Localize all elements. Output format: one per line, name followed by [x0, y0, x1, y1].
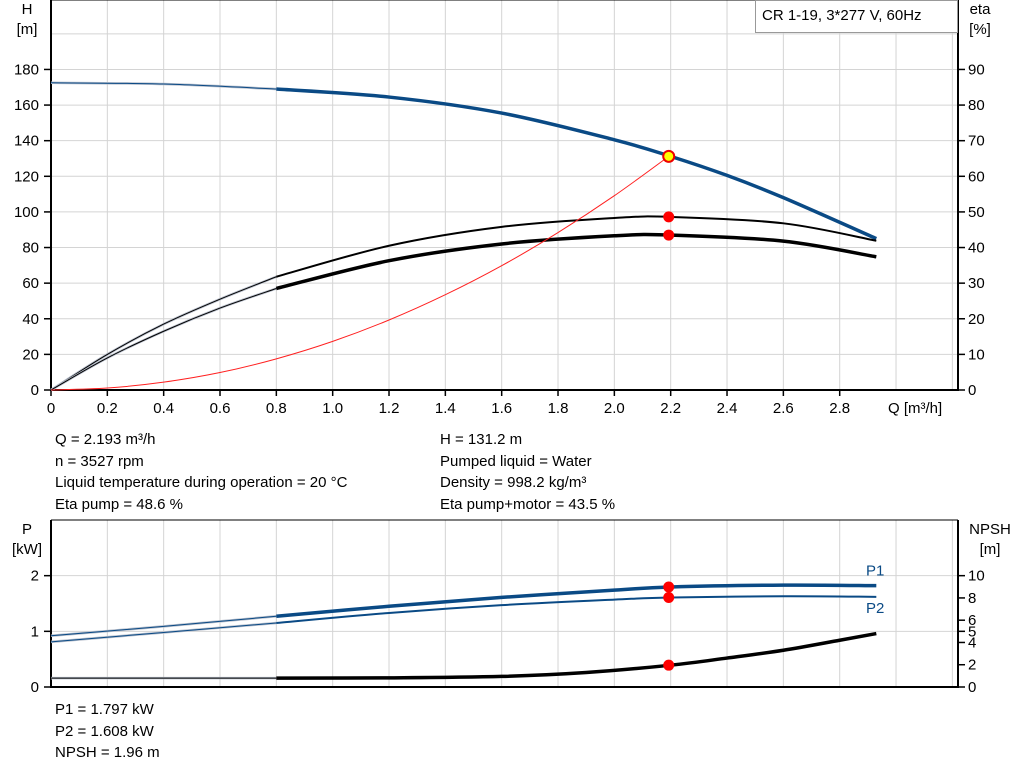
y2-tick-label: 10 — [968, 346, 985, 363]
duty-point-P1 — [663, 581, 675, 593]
series-P1 — [276, 583, 877, 619]
y-axis-label-left: P — [22, 521, 32, 538]
y-axis-label-left: [kW] — [12, 541, 42, 558]
x-tick-label: 2.4 — [717, 400, 738, 417]
x-tick-label: 2.8 — [829, 400, 850, 417]
x-tick-label: 2.6 — [773, 400, 794, 417]
x-tick-label: 0.4 — [153, 400, 174, 417]
info-speed: n = 3527 rpm — [55, 452, 144, 470]
y-axis-label-left: H — [22, 1, 33, 18]
y-axis-label-right: eta — [970, 1, 992, 18]
y2-tick-label: 50 — [968, 204, 985, 221]
info-head: H = 131.2 m — [440, 431, 523, 448]
series-H-extrapolated — [50, 82, 277, 90]
y-tick-label: 40 — [22, 311, 39, 328]
duty-point-NPSH — [663, 659, 675, 671]
y-tick-label: 160 — [14, 97, 39, 114]
y-axis-label-left: [m] — [17, 21, 38, 38]
info-right: H = 131.2 m Pumped liquid = Water Densit… — [440, 429, 615, 515]
y-tick-label: 20 — [22, 346, 39, 363]
series-eta_pump_motor — [275, 232, 877, 291]
y2-tick-label: 30 — [968, 275, 985, 292]
y-tick-label: 0 — [31, 679, 39, 696]
y-tick-label: 180 — [14, 61, 39, 78]
info-liquid: Pumped liquid = Water — [440, 452, 592, 470]
info-eta-pump: Eta pump = 48.6 % — [55, 495, 183, 513]
info-npsh: NPSH = 1.96 m — [55, 744, 160, 761]
series-eta_pump_motor-extrapolated — [50, 288, 277, 391]
info-flow: Q = 2.193 m³/h — [55, 431, 156, 448]
series-P2-extrapolated — [50, 622, 277, 643]
x-tick-label: 1.4 — [435, 400, 456, 417]
x-tick-label: 0 — [47, 400, 55, 417]
y2-tick-label: 6 — [968, 612, 976, 629]
series-label-P1: P1 — [866, 563, 884, 580]
legend-box — [755, 0, 958, 33]
duty-point-H — [662, 149, 676, 163]
info-temperature: Liquid temperature during operation = 20… — [55, 474, 348, 491]
y2-tick-label: 10 — [968, 568, 985, 585]
y-tick-label: 140 — [14, 133, 39, 150]
series-eta_pump — [276, 215, 877, 278]
x-tick-label: 1.6 — [491, 400, 512, 417]
y2-tick-label: 40 — [968, 240, 985, 257]
y2-tick-label: 5 — [968, 623, 976, 640]
x-axis-label: Q [m³/h] — [888, 400, 942, 417]
series-H — [276, 87, 878, 241]
x-tick-label: 1.0 — [322, 400, 343, 417]
power-npsh-chart: 0 1 2 0 2 456 8 10 P [kW] NPSH [m] P1 P2 — [12, 519, 1011, 696]
duty-point-eta_pump — [663, 211, 675, 223]
y-tick-label: 100 — [14, 204, 39, 221]
y-tick-label: 2 — [31, 568, 39, 585]
info-bottom: P1 = 1.797 kW P2 = 1.608 kW NPSH = 1.96 … — [55, 699, 160, 764]
series-P2 — [276, 595, 877, 624]
y-tick-label: 0 — [31, 382, 39, 399]
y2-tick-label: 2 — [968, 657, 976, 674]
x-tick-label: 2.0 — [604, 400, 625, 417]
info-density: Density = 998.2 kg/m³ — [440, 474, 587, 491]
performance-chart: 0 20 40 60 80 100 120 140 160 180 0 10 20 30 40 50 60 70 8… — [14, 0, 991, 417]
info-p1: P1 = 1.797 kW — [55, 701, 154, 718]
y2-tick-label: 4 — [968, 634, 976, 651]
y2-tick-label: 60 — [968, 168, 985, 185]
y2-tick-label: 0 — [968, 382, 976, 399]
duty-point-eta_pump_motor — [663, 229, 675, 241]
legend: CR 1-19, 3*277 V, 60Hz — [755, 0, 958, 33]
x-tick-label: 1.8 — [548, 400, 569, 417]
series-eta_pump-extrapolated — [50, 276, 277, 391]
x-tick-label: 0.6 — [210, 400, 231, 417]
y-axis-label-right: [m] — [980, 541, 1001, 558]
y-tick-label: 1 — [31, 623, 39, 640]
x-tick-label: 2.2 — [660, 400, 681, 417]
y-tick-label: 80 — [22, 240, 39, 257]
y-tick-label: 120 — [14, 168, 39, 185]
y2-tick-label: 70 — [968, 133, 985, 150]
x-tick-label: 1.2 — [379, 400, 400, 417]
y-axis-label-right: NPSH — [969, 521, 1011, 538]
y2-tick-label: 0 — [968, 679, 976, 696]
y-axis-label-right: [%] — [969, 21, 991, 38]
y2-tick-label: 8 — [968, 590, 976, 607]
y2-tick-label: 20 — [968, 311, 985, 328]
series-P1-extrapolated — [50, 615, 277, 637]
info-left: Q = 2.193 m³/h n = 3527 rpm Liquid tempe… — [55, 429, 347, 515]
info-eta-pump-motor: Eta pump+motor = 43.5 % — [440, 495, 616, 513]
chart-title: CR 1-19, 3*277 V, 60Hz — [762, 7, 922, 24]
y2-tick-label: 80 — [968, 97, 985, 114]
series-NPSH — [276, 631, 877, 680]
x-tick-label: 0.8 — [266, 400, 287, 417]
series-system_curve — [50, 155, 670, 391]
y2-tick-label: 90 — [968, 61, 985, 78]
series-label-P2: P2 — [866, 600, 884, 617]
x-tick-label: 0.2 — [97, 400, 118, 417]
y-tick-label: 60 — [22, 275, 39, 292]
info-p2: P2 = 1.608 kW — [55, 722, 154, 740]
duty-point-P2 — [663, 591, 675, 603]
